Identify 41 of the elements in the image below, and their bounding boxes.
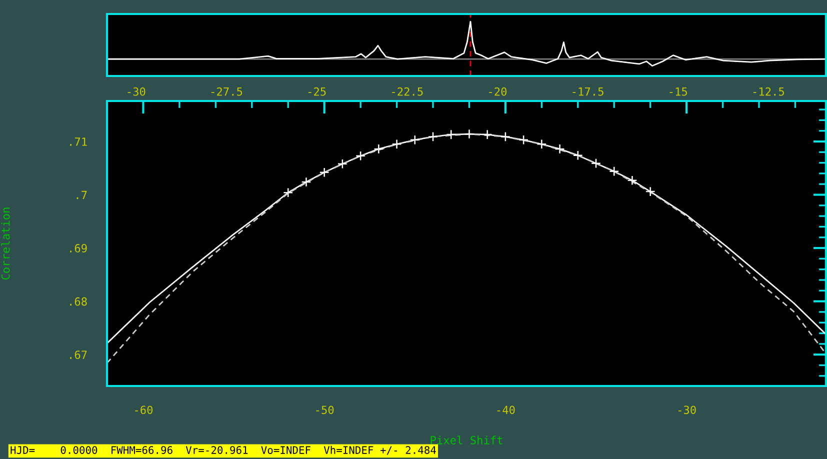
- x-tick-label: -40: [497, 406, 515, 414]
- y-axis-title: Correlation: [1, 208, 10, 280]
- x-tick-label: -25: [308, 87, 326, 96]
- point: [337, 158, 348, 169]
- point: [645, 186, 656, 197]
- x-tick-label: -30: [678, 406, 696, 414]
- point: [627, 175, 638, 186]
- point: [518, 134, 529, 145]
- x-tick-label: -15: [670, 88, 688, 96]
- point: [464, 129, 474, 140]
- point: [356, 150, 366, 161]
- point: [590, 158, 602, 168]
- point: [392, 139, 402, 150]
- y-tick-label: .68: [70, 297, 87, 306]
- point: [283, 188, 294, 198]
- point: [536, 139, 547, 150]
- x-tick-label: -60: [135, 406, 153, 414]
- point: [446, 130, 456, 140]
- x-tick-label: -30: [128, 87, 146, 96]
- point: [301, 176, 312, 187]
- point: [428, 132, 438, 142]
- x-tick-label: -22.5: [392, 87, 423, 96]
- x-axis-title: Pixel Shift: [430, 436, 502, 444]
- point: [410, 134, 420, 145]
- x-tick-label: -17.5: [572, 88, 604, 96]
- x-tick-label: -50: [316, 406, 334, 414]
- y-tick-label: .67: [70, 350, 87, 359]
- point: [374, 144, 384, 154]
- x-tick-label: -12.5: [753, 87, 784, 96]
- point: [319, 167, 330, 178]
- point: [482, 130, 492, 140]
- y-tick-label: .69: [70, 244, 87, 252]
- point: [554, 144, 565, 154]
- point: [500, 132, 510, 142]
- point: [609, 166, 620, 176]
- y-tick-label: .71: [70, 138, 87, 146]
- x-tick-label: -20: [489, 87, 507, 96]
- y-tick-label: .7: [76, 190, 87, 200]
- text: HJD= 0.0000 FWHM=66.96 Vr=-20.961 Vo=INDEF Vh=INDEF +/- 2.484: [10, 446, 436, 455]
- x-tick-label: -27.5: [211, 87, 242, 96]
- point: [572, 150, 583, 160]
